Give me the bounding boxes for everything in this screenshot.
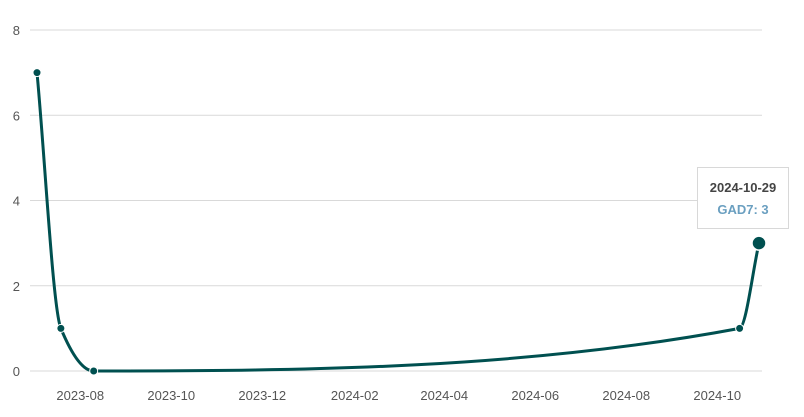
gad7-line bbox=[35, 71, 761, 373]
y-tick-label: 8 bbox=[13, 23, 20, 38]
data-point-highlighted[interactable] bbox=[751, 235, 767, 251]
data-point[interactable] bbox=[735, 323, 745, 333]
tooltip-date: 2024-10-29 bbox=[709, 180, 777, 195]
x-tick-label: 2024-02 bbox=[331, 388, 379, 403]
x-tick-label: 2024-08 bbox=[602, 388, 650, 403]
data-point[interactable] bbox=[32, 68, 42, 78]
y-axis-ticks: 0 2 4 6 8 bbox=[13, 23, 20, 379]
x-tick-label: 2024-10 bbox=[693, 388, 741, 403]
x-tick-label: 2024-04 bbox=[420, 388, 468, 403]
x-tick-label: 2023-12 bbox=[238, 388, 286, 403]
x-tick-label: 2023-10 bbox=[147, 388, 195, 403]
y-tick-label: 4 bbox=[13, 194, 20, 209]
data-tooltip: 2024-10-29 GAD7: 3 bbox=[697, 167, 789, 229]
data-point[interactable] bbox=[89, 366, 99, 376]
y-tick-label: 2 bbox=[13, 279, 20, 294]
tooltip-value: GAD7: 3 bbox=[717, 202, 769, 217]
series-line bbox=[35, 71, 761, 373]
y-tick-label: 0 bbox=[13, 364, 20, 379]
x-axis-ticks: 2023-08 2023-10 2023-12 2024-02 2024-04 2024-… bbox=[56, 388, 741, 403]
x-tick-label: 2023-08 bbox=[56, 388, 104, 403]
series-points[interactable] bbox=[32, 68, 767, 376]
data-point[interactable] bbox=[56, 323, 66, 333]
x-tick-label: 2024-06 bbox=[511, 388, 559, 403]
y-tick-label: 6 bbox=[13, 108, 20, 123]
grid-lines bbox=[30, 29, 762, 372]
